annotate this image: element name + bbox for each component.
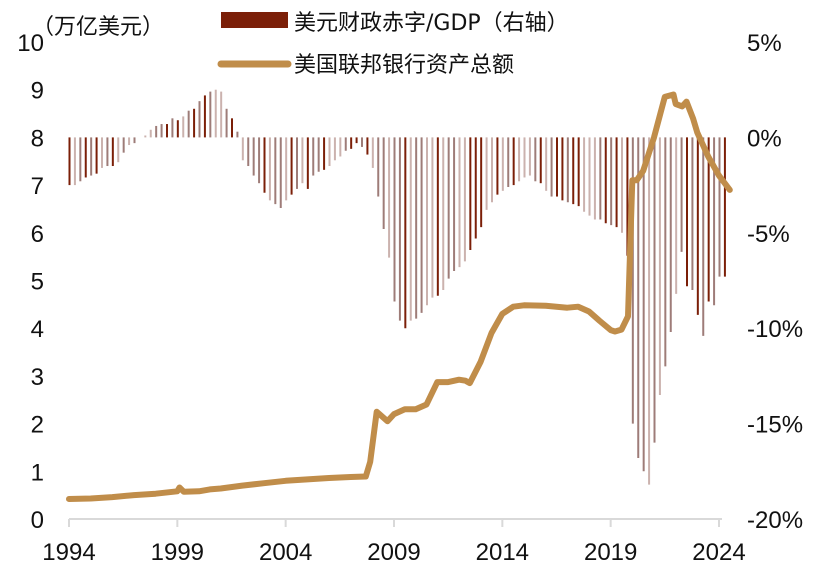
right-axis-tick-label: 5% [747, 30, 782, 57]
left-axis-unit-label: （万亿美元） [32, 15, 164, 40]
right-axis-tick-label: -20% [747, 507, 803, 534]
left-axis-tick-label: 2 [31, 412, 44, 439]
x-axis-tick-label: 2019 [584, 539, 637, 566]
left-axis-tick-label: 4 [31, 316, 44, 343]
legend-swatch-deficit [221, 12, 288, 28]
legend: 美元财政赤字/GDP（右轴） 美国联邦银行资产总额 [217, 11, 569, 78]
right-axis-tick-label: 0% [747, 125, 782, 152]
x-axis-tick-label: 1994 [42, 539, 95, 566]
left-axis-tick-label: 5 [31, 269, 44, 296]
right-axis-ticks: 5% 0% -5% -10% -15% -20% [747, 30, 803, 534]
x-axis-tick-label: 1999 [151, 539, 204, 566]
x-axis [68, 518, 722, 527]
left-axis-tick-label: 7 [31, 173, 44, 200]
left-axis-tick-label: 0 [31, 507, 44, 534]
left-axis-tick-label: 6 [31, 221, 44, 248]
x-axis-tick-label: 2014 [476, 539, 529, 566]
assets-line [66, 91, 733, 502]
left-axis-tick-label: 9 [31, 78, 44, 105]
right-axis-tick-label: -15% [747, 412, 803, 439]
x-axis-tick-labels: 1994 1999 2004 2009 2014 2019 2024 [42, 539, 745, 566]
x-axis-tick-label: 2004 [259, 539, 312, 566]
x-axis-tick-label: 2024 [692, 539, 745, 566]
right-axis-tick-label: -10% [747, 316, 803, 343]
left-axis-tick-label: 3 [31, 364, 44, 391]
left-axis-ticks: 0 1 2 3 4 5 6 7 8 9 10 [17, 30, 44, 534]
x-axis-tick-label: 2009 [367, 539, 420, 566]
left-axis-tick-label: 10 [17, 30, 44, 57]
left-axis-tick-label: 8 [31, 125, 44, 152]
legend-label-deficit: 美元财政赤字/GDP（右轴） [294, 11, 569, 36]
right-axis-tick-label: -5% [747, 221, 790, 248]
assets-line-layer [66, 91, 733, 502]
left-axis-tick-label: 1 [31, 459, 44, 486]
legend-label-assets: 美国联邦银行资产总额 [294, 53, 514, 78]
